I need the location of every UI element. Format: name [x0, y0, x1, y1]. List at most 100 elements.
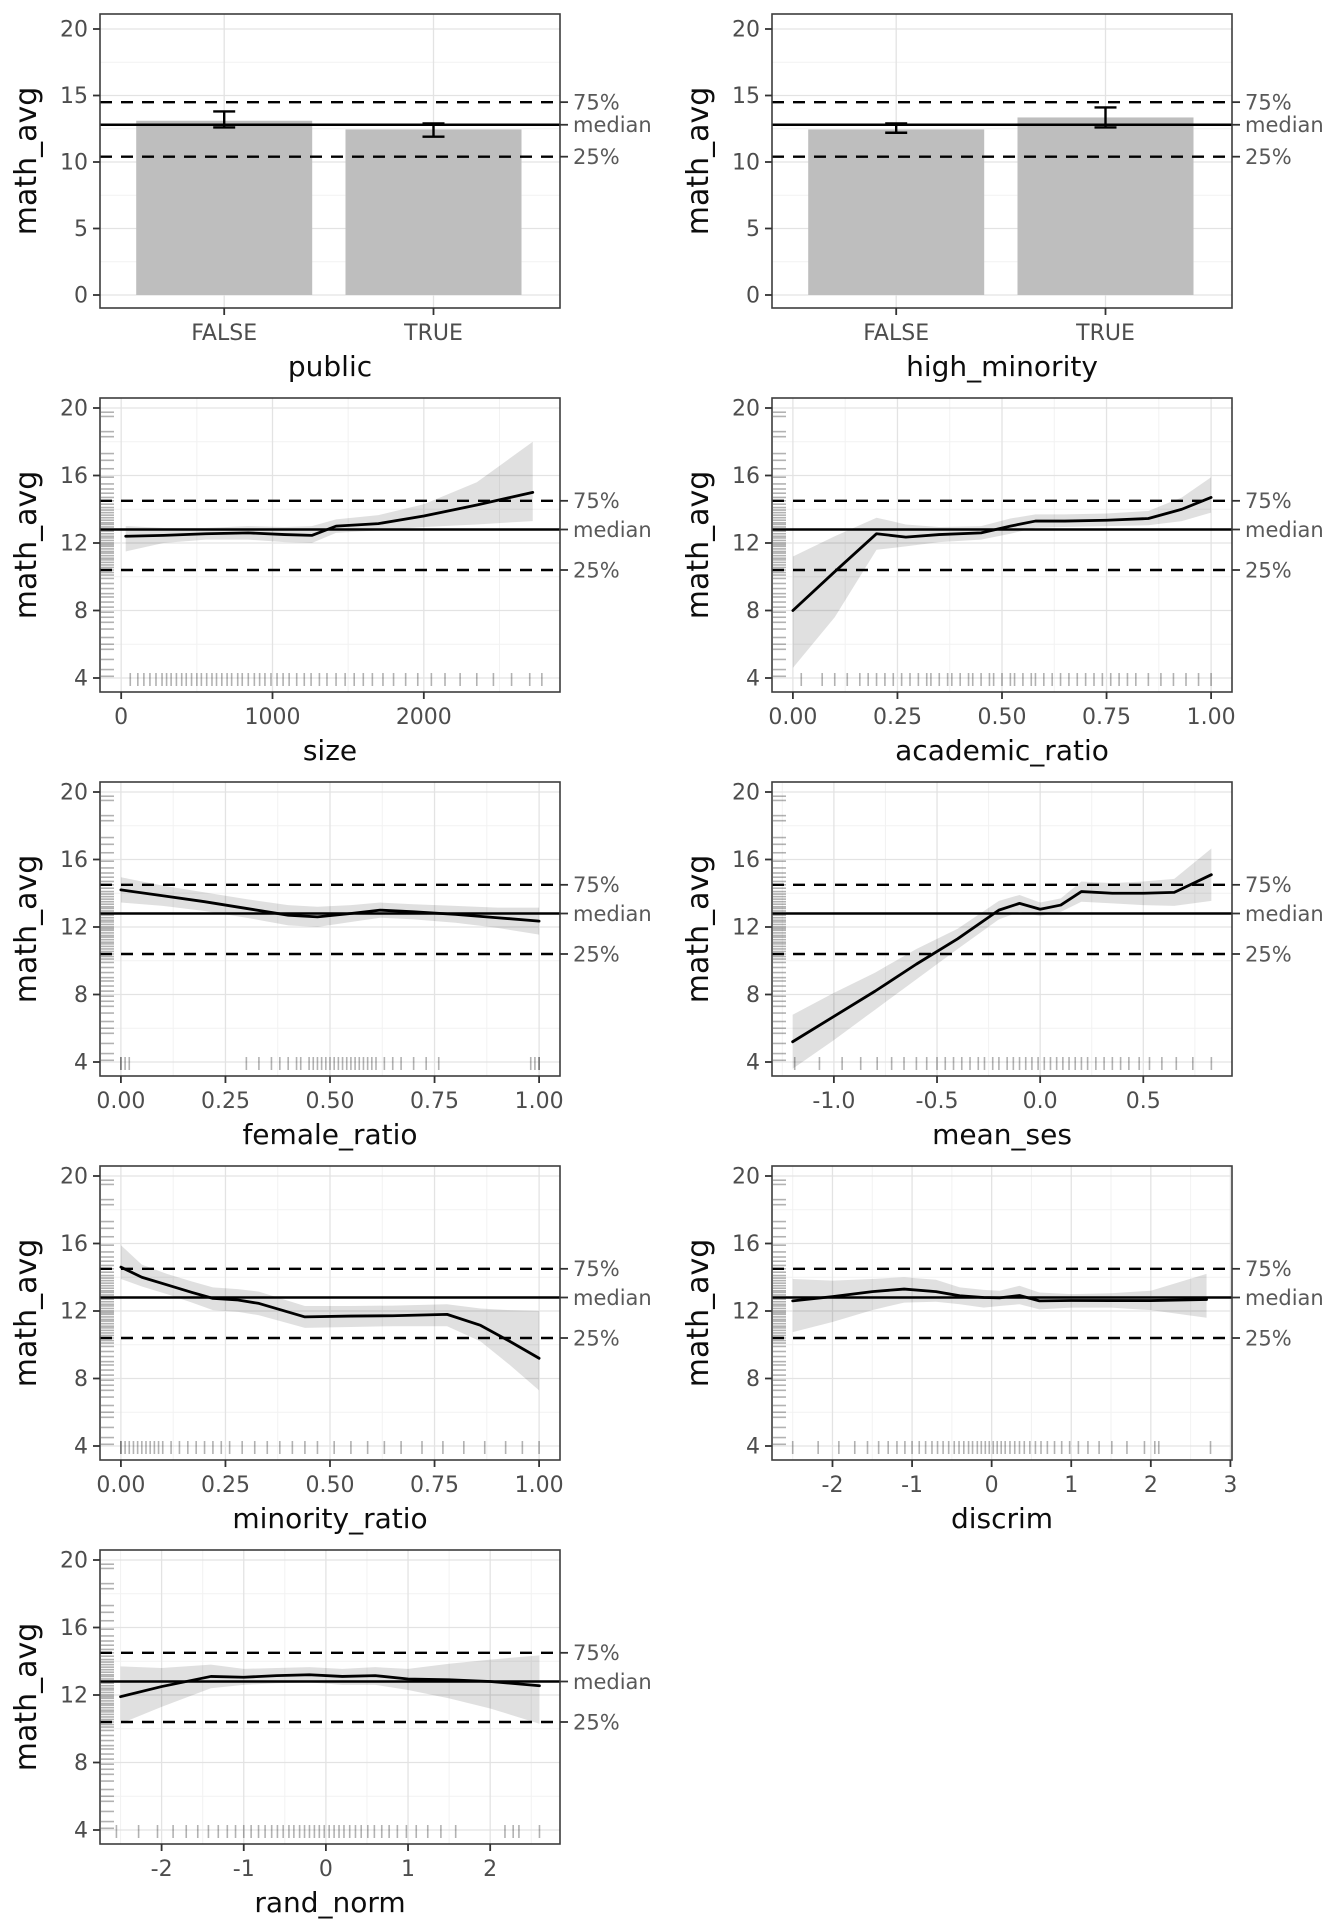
x-tick-label: -1 [233, 1857, 255, 1882]
y-tick-label: 4 [746, 1051, 760, 1076]
y-tick-label: 8 [746, 599, 760, 624]
x-tick-label: 2 [483, 1857, 497, 1882]
chart-discrim: 4 8 12 16 20 -2 -1 0 1 2 3 discrim math_avg 75% median… [672, 1152, 1344, 1536]
panel-border [771, 13, 1233, 309]
x-axis-title: high_minority [906, 350, 1098, 383]
y-tick-label: 0 [746, 284, 760, 309]
x-tick-label: 1 [401, 1857, 415, 1882]
trend-line [119, 1673, 541, 1699]
y-tick-label: 16 [732, 848, 760, 873]
trend-line [791, 496, 1213, 612]
axis-ticks [93, 791, 540, 1083]
x-tick-label: FALSE [191, 321, 257, 346]
bar-true [345, 129, 522, 295]
quantile-label-median: median [1245, 1286, 1324, 1310]
confidence-ribbon [120, 1655, 540, 1724]
y-tick-label: 12 [60, 1684, 88, 1709]
y-tick-label: 12 [60, 1300, 88, 1325]
confidence-ribbon [125, 441, 533, 552]
y-tick-label: 5 [74, 217, 88, 242]
quantile-label-p75: 75% [1245, 91, 1292, 115]
x-tick-label: TRUE [1075, 321, 1135, 346]
x-tick-label: 1.00 [1187, 705, 1236, 730]
x-tick-label: 1000 [245, 705, 301, 730]
x-tick-label: 0 [985, 1473, 999, 1498]
x-tick-label: FALSE [863, 321, 929, 346]
x-tick-label: 1 [1064, 1473, 1078, 1498]
panel-background [100, 398, 560, 692]
quantile-label-p25: 25% [573, 558, 620, 582]
axis-ticks [93, 407, 425, 699]
y-tick-label: 20 [60, 1549, 88, 1574]
y-tick-label: 8 [74, 983, 88, 1008]
x-tick-label: -1.0 [812, 1089, 855, 1114]
panel-background [100, 1550, 560, 1844]
y-tick-label: 16 [60, 1232, 88, 1257]
x-tick-label: 0.00 [96, 1089, 145, 1114]
x-tick-label: TRUE [403, 321, 463, 346]
x-tick-label: 0.25 [201, 1089, 250, 1114]
quantile-label-median: median [573, 902, 652, 926]
quantile-label-p75: 75% [573, 489, 620, 513]
trend-line [124, 490, 535, 538]
x-axis-title: mean_ses [932, 1118, 1072, 1151]
trend-line [119, 888, 541, 923]
y-tick-label: 16 [732, 1232, 760, 1257]
y-tick-label: 4 [74, 1819, 88, 1844]
y-tick-label: 20 [732, 397, 760, 422]
major-gridlines [772, 398, 1232, 692]
major-gridlines [100, 1166, 560, 1460]
x-tick-label: 2000 [396, 705, 452, 730]
y-tick-label: 20 [732, 18, 760, 43]
y-tick-label: 4 [74, 667, 88, 692]
axis-ticks [765, 407, 1212, 699]
error-bar [1094, 106, 1117, 129]
y-tick-label: 0 [74, 284, 88, 309]
rug-marks [773, 795, 1213, 1070]
y-tick-label: 10 [60, 151, 88, 176]
y-tick-label: 15 [732, 84, 760, 109]
x-axis-title: rand_norm [254, 1886, 405, 1919]
y-tick-label: 4 [746, 1435, 760, 1460]
y-tick-label: 12 [60, 916, 88, 941]
quantile-label-median: median [573, 113, 652, 137]
quantile-label-p75: 75% [1245, 1257, 1292, 1281]
x-tick-label: 0.75 [410, 1089, 459, 1114]
bar-false [136, 120, 313, 296]
quantile-label-median: median [573, 1286, 652, 1310]
y-tick-label: 8 [74, 599, 88, 624]
minor-gridlines [772, 782, 1232, 1076]
y-axis-title: math_avg [9, 1623, 44, 1772]
y-axis-title: math_avg [681, 1239, 716, 1388]
x-tick-label: 0.5 [1126, 1089, 1161, 1114]
chart-academic-ratio: 4 8 12 16 20 0.00 0.25 0.50 0.75 1.00 academic_rat… [672, 384, 1344, 768]
x-tick-label: 0.75 [410, 1473, 459, 1498]
error-bar [885, 122, 908, 134]
major-gridlines [772, 1166, 1232, 1460]
quantile-label-p75: 75% [1245, 489, 1292, 513]
y-tick-label: 20 [732, 1165, 760, 1190]
y-tick-label: 16 [60, 1616, 88, 1641]
chart-high-minority: 0 5 10 15 20 FALSE TRUE high_minority math_avg 75… [672, 0, 1344, 384]
chart-mean-ses: 4 8 12 16 20 -1.0 -0.5 0.0 0.5 mean_ses math_avg 75… [672, 768, 1344, 1152]
panel-border [99, 397, 561, 693]
x-tick-label: -1 [901, 1473, 923, 1498]
y-tick-label: 20 [60, 397, 88, 422]
x-tick-label: 0 [114, 705, 128, 730]
empty-cell [672, 1536, 1344, 1920]
quantile-label-median: median [1245, 113, 1324, 137]
bar-true [1017, 117, 1194, 295]
quantile-label-p25: 25% [1245, 942, 1292, 966]
x-tick-label: 0.50 [306, 1473, 355, 1498]
y-tick-label: 8 [74, 1367, 88, 1392]
quantile-label-p25: 25% [1245, 558, 1292, 582]
chart-rand-norm: 4 8 12 16 20 -2 -1 0 1 2 rand_norm math_avg 75% media… [0, 1536, 672, 1920]
axis-ticks [93, 28, 435, 315]
quantile-label-p25: 25% [573, 1710, 620, 1734]
confidence-ribbon [120, 877, 540, 935]
y-tick-label: 16 [60, 848, 88, 873]
major-gridlines [100, 398, 560, 692]
x-tick-label: -2 [151, 1857, 173, 1882]
x-tick-label: 3 [1223, 1473, 1237, 1498]
